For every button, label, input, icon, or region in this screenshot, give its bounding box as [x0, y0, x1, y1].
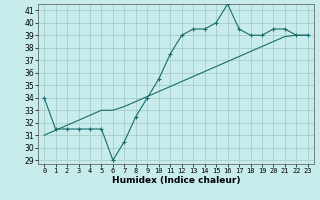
X-axis label: Humidex (Indice chaleur): Humidex (Indice chaleur): [112, 176, 240, 185]
